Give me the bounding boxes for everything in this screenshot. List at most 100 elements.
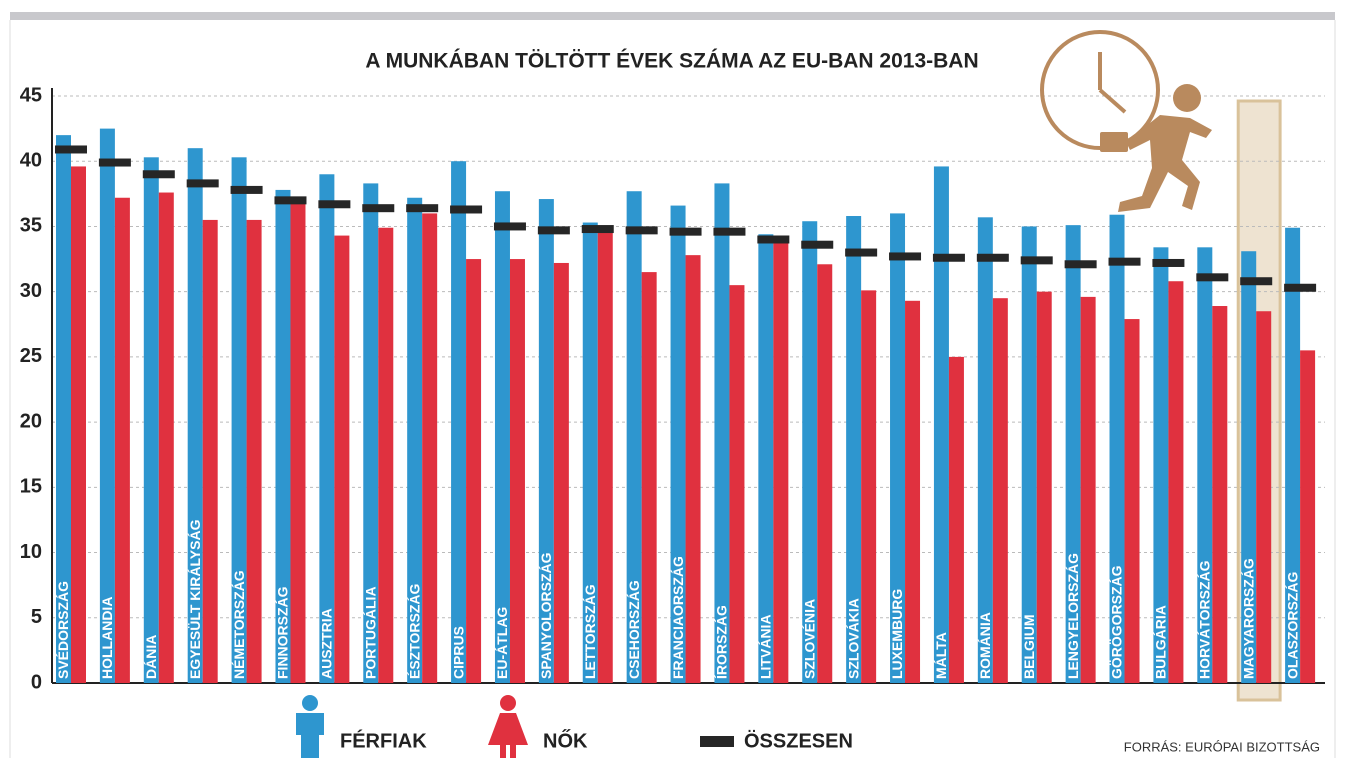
legend: FÉRFIAK NŐK ÖSSZESEN bbox=[296, 695, 853, 758]
total-marker bbox=[362, 204, 395, 213]
x-tick-label: MAGYARORSZÁG bbox=[1240, 558, 1256, 679]
bar bbox=[992, 298, 1008, 683]
x-tick-label: LITVÁNIA bbox=[758, 614, 774, 679]
x-tick-label: FRANCIAORSZÁG bbox=[670, 556, 686, 679]
y-tick-label: 10 bbox=[20, 541, 42, 563]
bar bbox=[509, 259, 525, 683]
x-tick-label: HORVÁTORSZÁG bbox=[1197, 560, 1213, 679]
bar bbox=[71, 166, 86, 683]
bar bbox=[56, 135, 71, 684]
x-tick-label: EGYESÜLT KIRÁLYSÁG bbox=[187, 519, 203, 679]
total-marker bbox=[713, 227, 746, 236]
total-marker bbox=[406, 204, 439, 213]
legend-label: FÉRFIAK bbox=[340, 729, 427, 752]
bar bbox=[378, 227, 394, 683]
bar bbox=[246, 219, 262, 683]
y-tick-label: 20 bbox=[20, 410, 42, 432]
y-tick-label: 35 bbox=[20, 215, 42, 237]
x-tick-label: SVÉDORSZÁG bbox=[55, 581, 71, 679]
y-tick-label: 40 bbox=[20, 150, 42, 172]
x-tick-label: SPANYOLORSZÁG bbox=[538, 552, 554, 679]
bar bbox=[143, 157, 159, 683]
bar bbox=[187, 148, 203, 683]
total-marker bbox=[55, 145, 87, 154]
bar bbox=[1036, 291, 1052, 683]
bar bbox=[1256, 311, 1272, 683]
total-marker bbox=[537, 226, 570, 235]
bar bbox=[948, 356, 964, 683]
x-tick-label: LUXEMBURG bbox=[889, 589, 905, 679]
bar bbox=[334, 235, 350, 683]
bar bbox=[202, 219, 218, 683]
total-marker bbox=[493, 222, 526, 231]
x-tick-label: LENGYELORSZÁG bbox=[1065, 553, 1081, 679]
x-tick-label: LETTORSZÁG bbox=[582, 584, 598, 679]
total-marker bbox=[801, 240, 834, 249]
x-tick-label: ROMÁNIA bbox=[977, 612, 993, 679]
bar bbox=[685, 255, 701, 684]
total-marker bbox=[932, 253, 965, 262]
x-tick-label: HOLLANDIA bbox=[99, 597, 115, 679]
x-tick-label: BELGIUM bbox=[1021, 614, 1037, 679]
bar bbox=[582, 222, 598, 683]
y-tick-label: 45 bbox=[20, 84, 42, 106]
x-tick-label: GÖRÖGORSZÁG bbox=[1109, 565, 1125, 679]
x-tick-label: MÁLTA bbox=[933, 632, 949, 679]
x-tick-label: OLASZORSZÁG bbox=[1284, 572, 1300, 679]
bar bbox=[290, 201, 306, 683]
legend-label: NŐK bbox=[543, 729, 588, 752]
runner-icon bbox=[1100, 84, 1212, 212]
bar bbox=[1285, 227, 1301, 683]
total-marker bbox=[581, 225, 614, 234]
x-tick-label: SZLOVÁKIA bbox=[845, 598, 861, 679]
bar bbox=[1212, 306, 1228, 683]
bar bbox=[538, 199, 554, 683]
bar bbox=[670, 205, 686, 683]
bar bbox=[231, 157, 247, 683]
bar bbox=[99, 128, 115, 684]
legend-label: ÖSSZESEN bbox=[744, 729, 853, 752]
bar bbox=[407, 197, 423, 683]
total-marker bbox=[318, 200, 351, 209]
total-marker bbox=[1284, 283, 1317, 292]
bar bbox=[553, 262, 569, 683]
total-marker bbox=[757, 235, 790, 244]
bar bbox=[773, 239, 789, 683]
total-marker bbox=[98, 158, 131, 167]
total-marker bbox=[889, 252, 922, 261]
bar bbox=[714, 183, 730, 684]
bar bbox=[1080, 296, 1096, 683]
x-tick-label: NÉMETORSZÁG bbox=[231, 570, 247, 679]
bar bbox=[114, 197, 130, 683]
bar bbox=[1168, 281, 1184, 683]
bar bbox=[641, 272, 657, 683]
x-tick-label: PORTUGÁLIA bbox=[362, 586, 378, 679]
total-marker bbox=[1108, 257, 1141, 266]
y-tick-label: 5 bbox=[31, 606, 42, 628]
y-tick-label: 15 bbox=[20, 476, 42, 498]
bar bbox=[905, 300, 921, 683]
bar bbox=[817, 264, 833, 683]
bar bbox=[861, 290, 877, 683]
total-marker bbox=[274, 196, 307, 205]
bar bbox=[1197, 247, 1213, 683]
bar bbox=[451, 161, 467, 683]
x-tick-label: DÁNIA bbox=[143, 635, 159, 679]
bar bbox=[1241, 251, 1257, 683]
x-tick-label: BULGÁRIA bbox=[1153, 605, 1169, 679]
top-bar bbox=[10, 12, 1335, 20]
y-tick-label: 30 bbox=[20, 280, 42, 302]
source: FORRÁS: EURÓPAI BIZOTTSÁG bbox=[1124, 739, 1320, 754]
bar bbox=[1065, 225, 1081, 683]
total-marker bbox=[186, 179, 219, 188]
x-tick-label: CIPRUS bbox=[450, 626, 466, 679]
bar bbox=[275, 189, 291, 684]
total-marker bbox=[976, 253, 1009, 262]
x-tick-label: CSEHORSZÁG bbox=[626, 580, 642, 679]
x-tick-label: EU-ÁTLAG bbox=[494, 607, 510, 679]
bar bbox=[977, 217, 993, 683]
bar bbox=[1153, 247, 1169, 683]
legend-swatch bbox=[700, 736, 734, 747]
bar bbox=[363, 183, 379, 684]
